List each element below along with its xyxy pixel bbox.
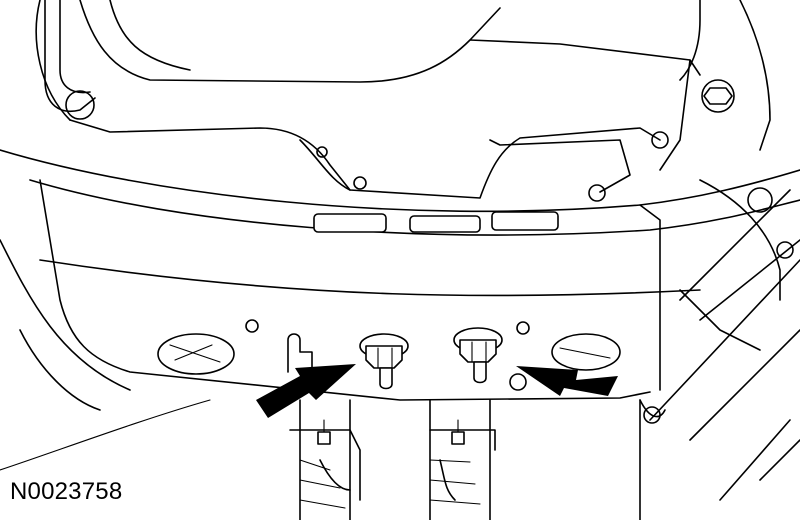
- lower-mounts: [289, 399, 641, 520]
- nut-left: [359, 333, 409, 390]
- left-arrow: [256, 364, 356, 418]
- figure-id-label: N0023758: [10, 478, 123, 505]
- upper-housing: [35, 0, 771, 202]
- right-arrow: [516, 366, 618, 396]
- right-frame: [649, 189, 800, 501]
- nut-right: [453, 327, 503, 384]
- crossmember: [0, 149, 800, 424]
- left-panel: [0, 239, 211, 471]
